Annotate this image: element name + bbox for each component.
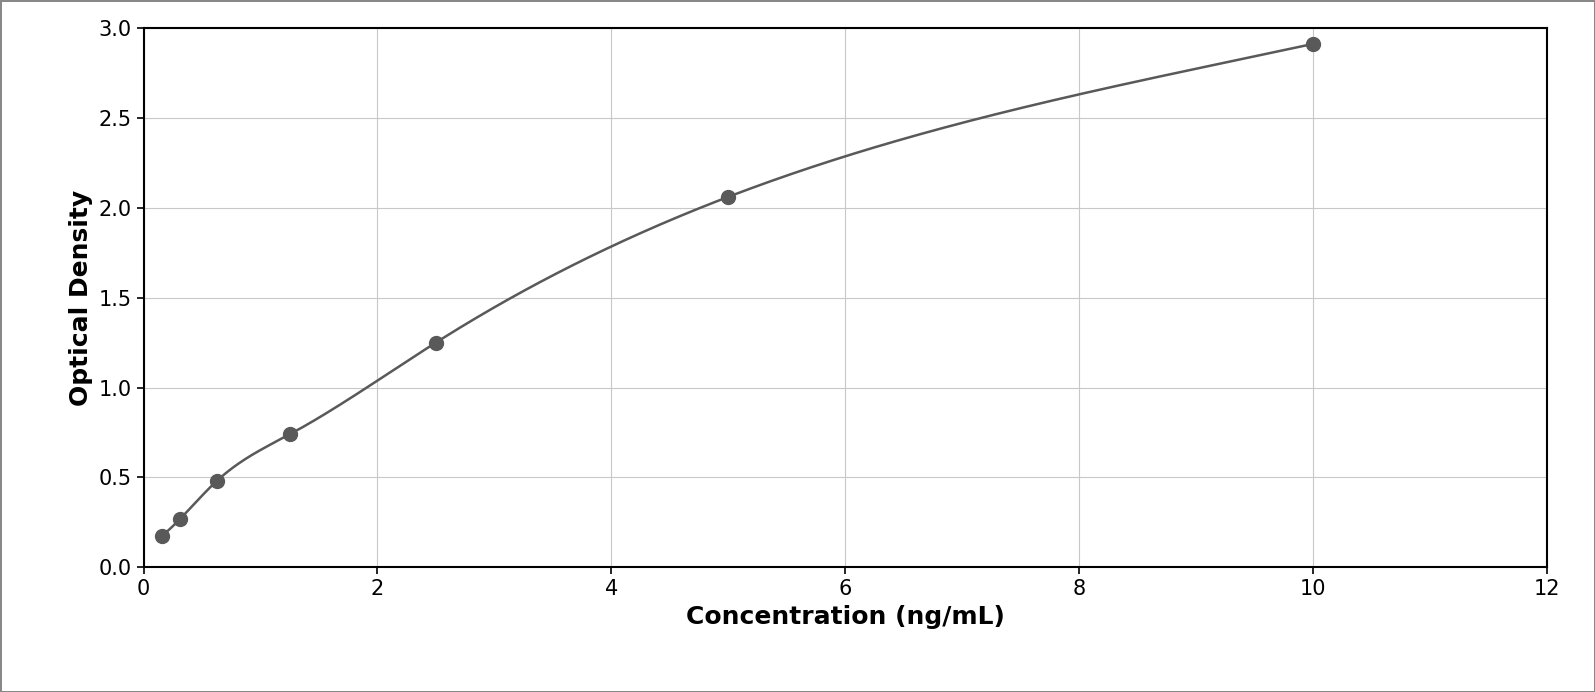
Point — [204, 475, 230, 486]
Point — [716, 191, 742, 202]
X-axis label: Concentration (ng/mL): Concentration (ng/mL) — [686, 605, 1005, 629]
Point — [1300, 38, 1325, 49]
Point — [167, 513, 193, 525]
Y-axis label: Optical Density: Optical Density — [69, 190, 93, 406]
Point — [148, 531, 174, 542]
Point — [278, 429, 303, 440]
Point — [423, 337, 448, 348]
